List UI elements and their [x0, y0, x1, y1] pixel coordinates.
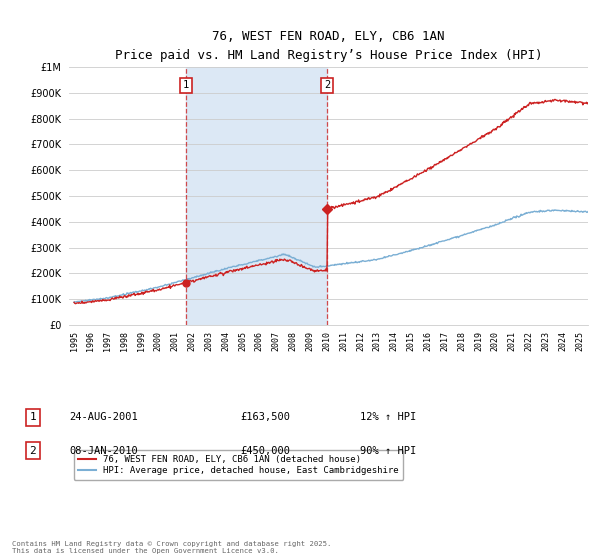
Text: 2: 2 [29, 446, 37, 456]
Text: Contains HM Land Registry data © Crown copyright and database right 2025.
This d: Contains HM Land Registry data © Crown c… [12, 542, 331, 554]
Text: £450,000: £450,000 [240, 446, 290, 456]
Bar [186, 67, 327, 325]
Text: 2: 2 [324, 80, 330, 90]
Text: 12% ↑ HPI: 12% ↑ HPI [360, 412, 416, 422]
Text: 24-AUG-2001: 24-AUG-2001 [69, 412, 138, 422]
Text: 90% ↑ HPI: 90% ↑ HPI [360, 446, 416, 456]
Text: 08-JAN-2010: 08-JAN-2010 [69, 446, 138, 456]
Text: 1: 1 [183, 80, 189, 90]
Title: 76, WEST FEN ROAD, ELY, CB6 1AN
Price paid vs. HM Land Registry’s House Price In: 76, WEST FEN ROAD, ELY, CB6 1AN Price pa… [115, 30, 542, 62]
Legend: 76, WEST FEN ROAD, ELY, CB6 1AN (detached house), HPI: Average price, detached h: 76, WEST FEN ROAD, ELY, CB6 1AN (detache… [74, 450, 403, 480]
Text: 1: 1 [29, 412, 37, 422]
Text: £163,500: £163,500 [240, 412, 290, 422]
